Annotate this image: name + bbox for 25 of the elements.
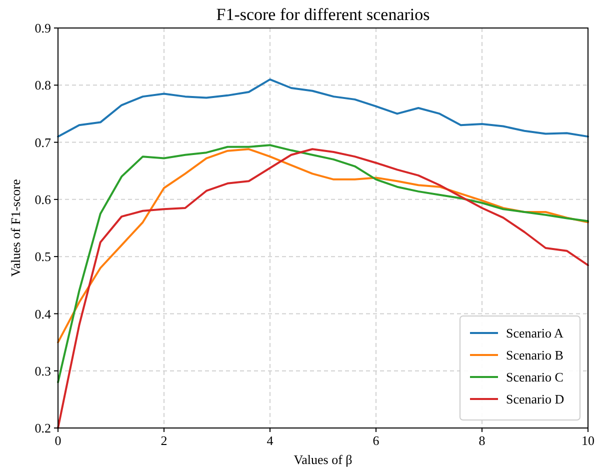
legend-label: Scenario C <box>506 370 564 385</box>
legend-label: Scenario B <box>506 348 564 363</box>
x-tick-label: 6 <box>372 433 380 448</box>
y-tick-label: 0.7 <box>34 134 52 150</box>
x-tick-label: 4 <box>266 433 274 448</box>
y-tick-label: 0.6 <box>34 192 52 207</box>
line-series <box>57 148 589 344</box>
legend-label: Scenario D <box>506 392 564 407</box>
x-tick-label: 10 <box>582 433 594 448</box>
line-series <box>57 144 589 384</box>
legend-label: Scenario A <box>506 326 564 341</box>
line-series <box>57 78 589 138</box>
line-series <box>57 148 589 429</box>
x-tick-label: 8 <box>478 433 486 448</box>
chart-title: F1-score for different scenarios <box>216 5 430 24</box>
x-axis-title: Values of β <box>294 452 353 467</box>
y-tick-label: 0.3 <box>34 363 51 378</box>
y-tick-label: 0.4 <box>34 306 52 322</box>
y-tick-label: 0.2 <box>34 420 51 436</box>
y-tick-label: 0.8 <box>34 78 51 93</box>
y-axis-title: Values of F1-score <box>8 179 23 277</box>
y-tick-label: 0.9 <box>34 20 51 36</box>
x-tick-label: 0 <box>54 433 62 448</box>
y-tick-label: 0.5 <box>34 249 51 264</box>
x-tick-label: 2 <box>160 433 168 448</box>
